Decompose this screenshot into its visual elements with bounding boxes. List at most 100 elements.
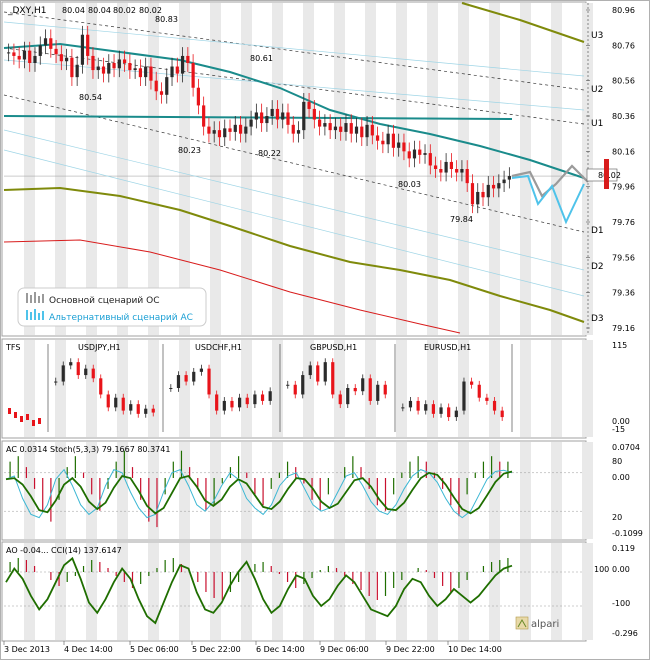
candle-body: [80, 34, 85, 65]
top-price-label: 80.02: [113, 6, 136, 15]
tfs-panel[interactable]: TFS USDJPY,H1 USDCHF,H1 GBPUSD,H1 EURUSD,H1…: [1, 338, 630, 439]
price-tick-label: 79.36: [612, 289, 635, 298]
candle-body: [497, 183, 501, 189]
tfs-body: [447, 407, 451, 418]
candle-body: [138, 68, 143, 78]
session-band: [489, 543, 500, 640]
tfs-panel-name: GBPUSD,H1: [310, 343, 357, 352]
candle-body: [507, 176, 511, 180]
ac-tick-label: -0.1099: [612, 529, 643, 538]
legend-main-icon: [26, 292, 44, 303]
candle-body: [101, 66, 106, 74]
tfs-body: [61, 365, 65, 382]
candle-body: [86, 34, 90, 56]
session-band: [427, 442, 438, 539]
candle-body: [238, 124, 243, 134]
tfs-body: [424, 404, 428, 411]
top-price-label: 80.04: [88, 6, 111, 15]
tfs-body: [353, 388, 357, 392]
session-band: [520, 3, 531, 335]
session-band: [148, 543, 159, 640]
current-bar-marker: [604, 159, 609, 189]
candle-body: [260, 112, 264, 124]
tfs-body: [323, 362, 327, 382]
tfs-body: [477, 384, 481, 398]
tfs-body: [99, 378, 103, 395]
ao-tick-label: -0.296: [612, 629, 638, 638]
tfs-subcharts: USDJPY,H1 USDCHF,H1 GBPUSD,H1 EURUSD,H1: [8, 340, 593, 437]
level-label: D3: [591, 314, 604, 324]
candle-body: [476, 191, 480, 205]
ac-tick-label: 0.0704: [612, 443, 640, 452]
candle-body: [344, 123, 348, 132]
tfs-body: [253, 394, 257, 405]
time-tick-label: 10 Dec 14:00: [448, 645, 502, 654]
tfs-body: [69, 362, 73, 366]
stoch-signal-line: [5, 470, 513, 515]
candle-body: [502, 179, 506, 184]
tfs-body: [230, 400, 234, 408]
channel-outer-top: [3, 21, 585, 77]
session-band: [551, 340, 562, 437]
candle-body: [49, 38, 53, 49]
session-band: [55, 340, 66, 437]
candle-body: [386, 133, 390, 145]
candle-body: [455, 169, 459, 173]
session-band: [86, 3, 97, 335]
candle-body: [444, 161, 448, 173]
session-band: [210, 340, 221, 437]
candle-body: [196, 87, 200, 106]
tfs-body: [331, 362, 335, 395]
tfs-body: [401, 407, 405, 409]
session-band: [334, 543, 345, 640]
candle-body: [291, 124, 295, 134]
candle-body: [223, 128, 227, 138]
session-band: [334, 442, 345, 539]
candle-body: [460, 169, 464, 173]
scenario-legend: Основной сценарий ОС Альтернативный сцен…: [17, 287, 207, 327]
tfs-body: [408, 400, 413, 408]
level-label: U1: [591, 119, 603, 129]
session-band: [117, 543, 128, 640]
tfs-body: [8, 408, 11, 414]
session-band: [489, 3, 500, 335]
level-label: D1: [591, 226, 604, 236]
candle-body: [128, 63, 132, 71]
price-panel[interactable]: _DXY,H1 80.04 80.04 80.02 80.02 80.8380.548…: [1, 1, 635, 337]
candle-body: [144, 66, 148, 78]
session-band: [24, 340, 35, 437]
candle-body: [75, 64, 79, 78]
candle-body: [180, 55, 185, 74]
swing-price-label: 79.84: [450, 215, 473, 224]
session-band: [86, 340, 97, 437]
session-band: [365, 3, 376, 335]
candle-body: [407, 151, 411, 159]
session-band: [179, 3, 190, 335]
session-band: [303, 3, 314, 335]
ac-axis: 0.0704 80 0.00 20 -0.1099: [612, 443, 643, 538]
session-band: [520, 543, 531, 640]
tfs-body: [215, 394, 219, 411]
resistance-line: [3, 115, 513, 120]
session-band: [489, 442, 500, 539]
session-band: [520, 442, 531, 539]
legend-alt-label: Альтернативный сценарий АС: [49, 313, 193, 323]
candle-body: [465, 169, 469, 184]
ac-stoch-panel[interactable]: AC 0.0314 Stoch(5,3,3) 79.1667 80.3741 0…: [1, 440, 643, 541]
session-band: [427, 3, 438, 335]
ao-tick-label: -100: [612, 599, 630, 608]
tfs-body: [293, 384, 297, 395]
session-band: [520, 340, 531, 437]
session-band: [148, 3, 159, 335]
tfs-body: [485, 397, 489, 401]
ao-cci-panel[interactable]: AO -0.04... CCI(14) 137.6147 0.119 100 0.0…: [1, 541, 638, 642]
candle-body: [7, 52, 11, 54]
tfs-body: [151, 408, 155, 413]
candle-body: [439, 169, 443, 173]
candle-body: [228, 128, 232, 132]
session-band: [396, 442, 407, 539]
ac-stoch-content: [4, 442, 593, 539]
candle-body: [107, 63, 111, 74]
tfs-body: [470, 381, 474, 385]
candle-body: [254, 112, 258, 120]
